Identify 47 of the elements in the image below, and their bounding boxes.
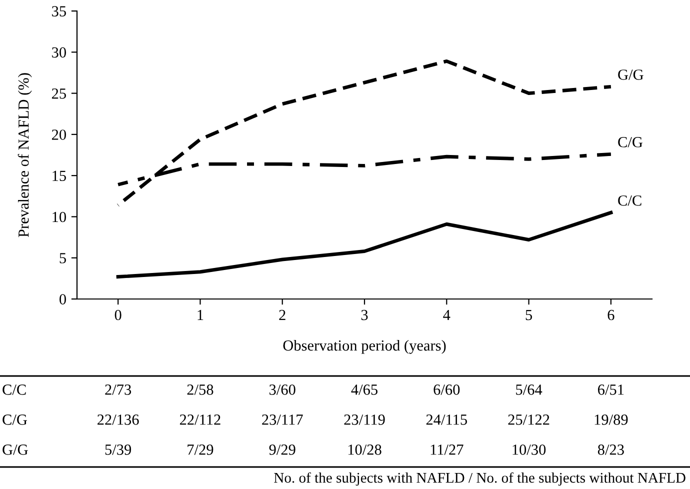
y-tick-label: 25 [52, 88, 66, 99]
text: 6/60 [434, 384, 460, 395]
text: 5/39 [105, 444, 132, 455]
x-tick-label: 0 [114, 310, 122, 320]
text: 22/136 [98, 414, 139, 425]
text: 11/27 [430, 444, 464, 455]
x-tick-label: 2 [279, 310, 286, 320]
text: 25/122 [508, 414, 550, 425]
text: 23/119 [344, 414, 385, 425]
x-tick-label: 5 [526, 310, 532, 320]
y-tick-label: 20 [52, 130, 66, 140]
text: 2/73 [105, 384, 132, 395]
line-series [116, 59, 613, 207]
y-tick-label: 35 [52, 6, 66, 16]
y-tick-label: 5 [60, 253, 66, 264]
y-tick-label: 0 [60, 294, 66, 304]
series-label: G/G [618, 70, 644, 80]
series-label: C/C [618, 195, 642, 206]
y-axis-title: Prevalence of NAFLD (%) [18, 73, 32, 238]
text: 8/23 [598, 444, 624, 455]
text: 7/29 [188, 444, 214, 455]
series-label: C/G [618, 137, 642, 148]
text: 24/115 [426, 414, 467, 425]
x-tick-label: 6 [608, 310, 614, 320]
text: 9/29 [269, 444, 296, 455]
y-tick-label: 15 [52, 170, 66, 182]
text: 4/65 [351, 384, 378, 395]
text: G/G [2, 444, 28, 455]
x-tick-label: 3 [361, 310, 368, 320]
x-axis-title: Observation period (years) [283, 340, 446, 354]
text: No. of the subjects with NAFLD / No. of the subjects without NAFLD [274, 472, 686, 486]
text: 6/51 [598, 384, 624, 395]
text: 19/89 [594, 414, 628, 425]
text: 3/60 [270, 384, 296, 395]
x-tick-label: 4 [443, 310, 450, 320]
text: 10/30 [512, 444, 546, 455]
text: 22/112 [180, 414, 220, 425]
text: 10/28 [348, 444, 382, 455]
line-series [116, 210, 613, 279]
text: 2/58 [187, 384, 214, 395]
y-tick-label: 30 [52, 47, 66, 58]
text: C/C [2, 384, 26, 395]
text: 23/117 [262, 414, 303, 425]
text: C/G [2, 414, 27, 425]
x-tick-label: 1 [198, 310, 204, 320]
text: 5/64 [516, 384, 542, 395]
y-tick-label: 10 [52, 212, 66, 222]
